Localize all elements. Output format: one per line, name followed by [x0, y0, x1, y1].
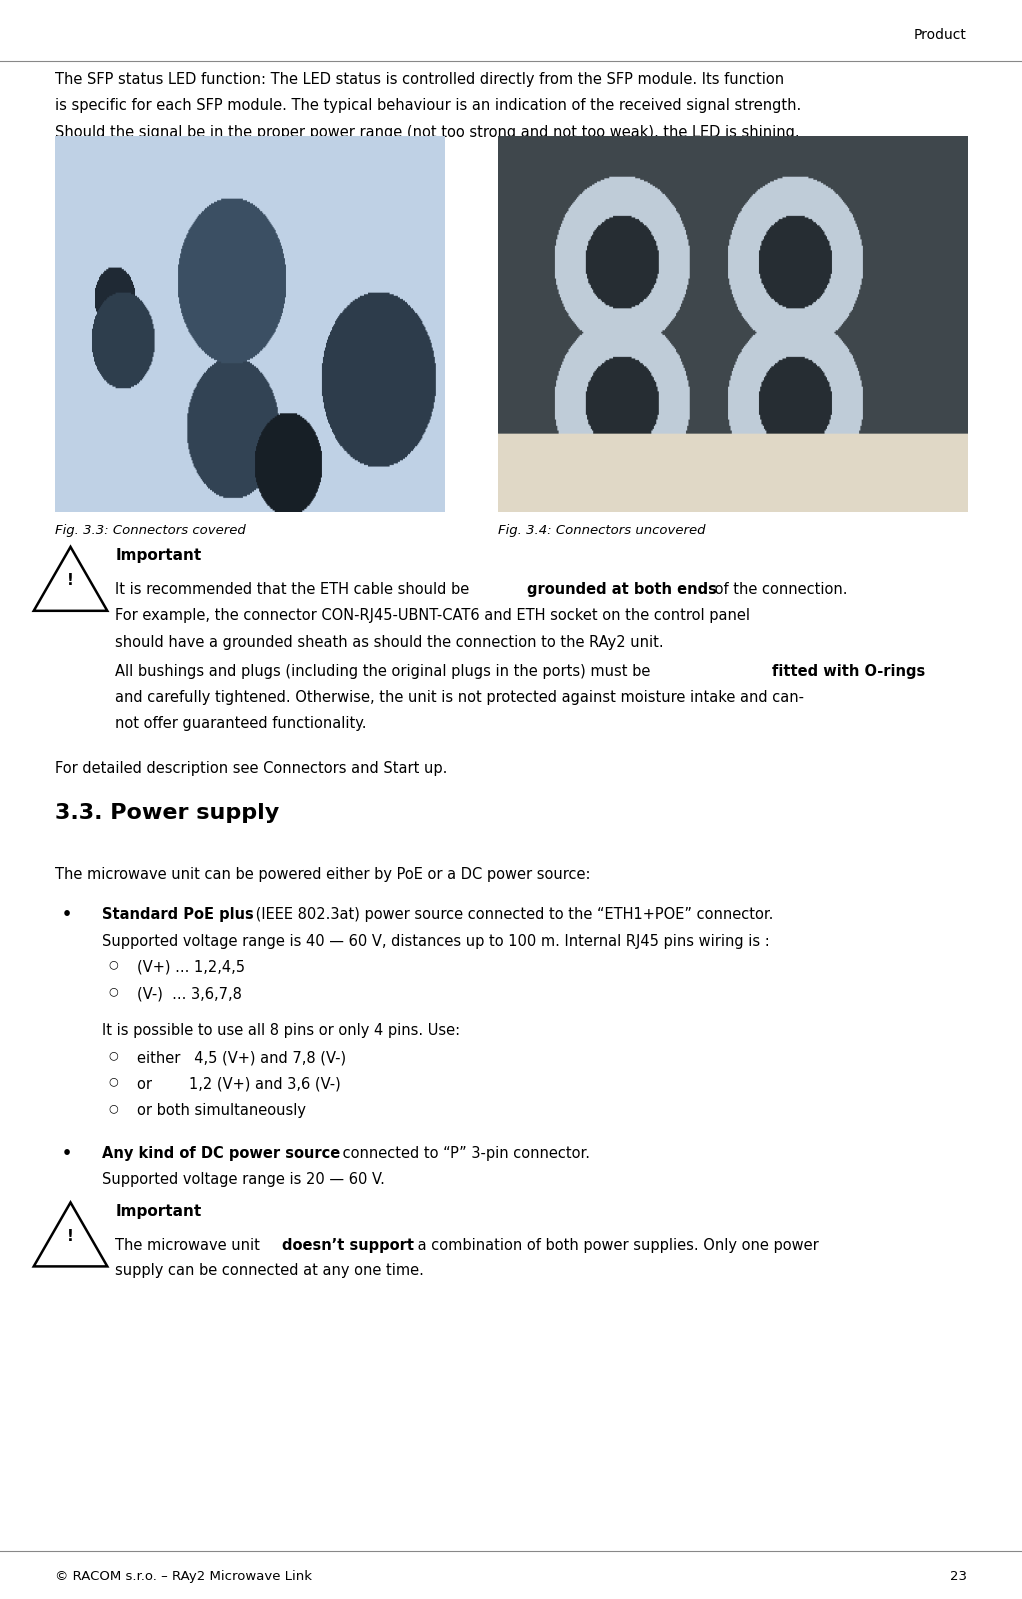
Text: •: • — [61, 1146, 72, 1161]
Text: 23: 23 — [949, 1570, 967, 1583]
Text: Any kind of DC power source: Any kind of DC power source — [102, 1146, 340, 1161]
Text: either   4,5 (V+) and 7,8 (V-): either 4,5 (V+) and 7,8 (V-) — [137, 1051, 346, 1065]
Text: ○: ○ — [108, 959, 119, 969]
Text: It is recommended that the ETH cable should be: It is recommended that the ETH cable sho… — [115, 582, 474, 596]
Text: should have a grounded sheath as should the connection to the RAy2 unit.: should have a grounded sheath as should … — [115, 635, 664, 649]
Text: © RACOM s.r.o. – RAy2 Microwave Link: © RACOM s.r.o. – RAy2 Microwave Link — [55, 1570, 312, 1583]
Text: not offer guaranteed functionality.: not offer guaranteed functionality. — [115, 716, 367, 731]
Text: Supported voltage range is 40 — 60 V, distances up to 100 m. Internal RJ45 pins : Supported voltage range is 40 — 60 V, di… — [102, 934, 770, 948]
Text: •: • — [61, 907, 72, 921]
Text: ○: ○ — [108, 1076, 119, 1086]
Text: The microwave unit can be powered either by PoE or a DC power source:: The microwave unit can be powered either… — [55, 867, 591, 881]
Text: The SFP status LED function: The LED status is controlled directly from the SFP : The SFP status LED function: The LED sta… — [55, 72, 784, 86]
Text: !: ! — [67, 572, 74, 588]
Text: (V-)  ... 3,6,7,8: (V-) ... 3,6,7,8 — [137, 987, 242, 1001]
Text: is specific for each SFP module. The typical behaviour is an indication of the r: is specific for each SFP module. The typ… — [55, 99, 801, 114]
Text: (V+) ... 1,2,4,5: (V+) ... 1,2,4,5 — [137, 959, 245, 974]
Text: a combination of both power supplies. Only one power: a combination of both power supplies. On… — [413, 1238, 819, 1252]
Text: Standard PoE plus: Standard PoE plus — [102, 907, 253, 921]
Text: grounded at both ends: grounded at both ends — [526, 582, 716, 596]
Text: ○: ○ — [108, 1051, 119, 1060]
Text: and carefully tightened. Otherwise, the unit is not protected against moisture i: and carefully tightened. Otherwise, the … — [115, 691, 804, 705]
Text: connected to “P” 3-pin connector.: connected to “P” 3-pin connector. — [338, 1146, 591, 1161]
Text: For detailed description see Connectors and Start up.: For detailed description see Connectors … — [55, 761, 448, 776]
Text: For example, the connector CON-RJ45-UBNT-CAT6 and ETH socket on the control pane: For example, the connector CON-RJ45-UBNT… — [115, 608, 750, 624]
Text: ○: ○ — [108, 1103, 119, 1113]
Text: Important: Important — [115, 1204, 201, 1218]
Text: or both simultaneously: or both simultaneously — [137, 1103, 306, 1118]
Text: The microwave unit: The microwave unit — [115, 1238, 265, 1252]
Text: It is possible to use all 8 pins or only 4 pins. Use:: It is possible to use all 8 pins or only… — [102, 1023, 460, 1038]
Text: fitted with O-rings: fitted with O-rings — [772, 664, 925, 678]
Text: Supported voltage range is 20 — 60 V.: Supported voltage range is 20 — 60 V. — [102, 1172, 385, 1186]
Text: Fig. 3.4: Connectors uncovered: Fig. 3.4: Connectors uncovered — [498, 524, 705, 537]
Text: Fig. 3.3: Connectors covered: Fig. 3.3: Connectors covered — [55, 524, 246, 537]
Text: 3.3. Power supply: 3.3. Power supply — [55, 803, 279, 823]
Text: ○: ○ — [108, 987, 119, 996]
Text: !: ! — [67, 1228, 74, 1244]
Text: supply can be connected at any one time.: supply can be connected at any one time. — [115, 1263, 424, 1278]
Text: Important: Important — [115, 548, 201, 563]
Text: or        1,2 (V+) and 3,6 (V-): or 1,2 (V+) and 3,6 (V-) — [137, 1076, 340, 1091]
Text: doesn’t support: doesn’t support — [282, 1238, 414, 1252]
Text: Product: Product — [914, 27, 967, 42]
Text: of the connection.: of the connection. — [710, 582, 848, 596]
Text: (IEEE 802.3at) power source connected to the “ETH1+POE” connector.: (IEEE 802.3at) power source connected to… — [251, 907, 774, 921]
Text: Should the signal be in the proper power range (not too strong and not too weak): Should the signal be in the proper power… — [55, 125, 800, 139]
Text: All bushings and plugs (including the original plugs in the ports) must be: All bushings and plugs (including the or… — [115, 664, 655, 678]
